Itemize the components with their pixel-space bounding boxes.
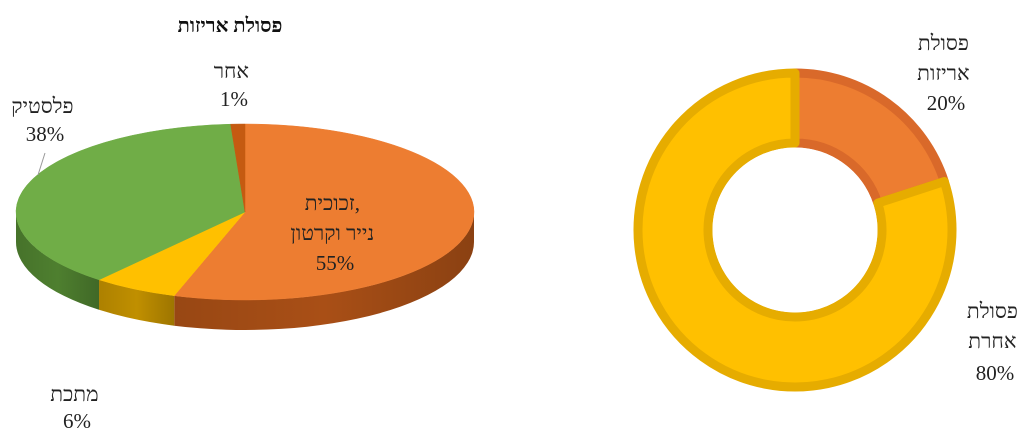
donut-hole <box>712 147 878 313</box>
pie-tops <box>15 123 475 301</box>
donut-label-packaging: פסולת אריזות 20% <box>917 31 975 115</box>
pie-sides <box>16 212 474 330</box>
slice-label-metal: מתכת 6% <box>50 382 104 433</box>
waste-share-doughnut-chart: פסולת אריזות 20% פסולת אחרת 80% <box>633 31 1023 392</box>
pie-side-shade-metal <box>99 279 175 326</box>
pie-title: פסולת אריזות <box>178 15 283 37</box>
plastic-leader-line <box>37 152 46 176</box>
pie-slice-plastic <box>15 123 246 281</box>
slice-label-plastic: פלסטיק 38% <box>11 94 78 146</box>
packaging-waste-pie-chart: פסולת אריזות זכוכית, נייר וקרטון 55% מתכ… <box>11 15 475 433</box>
doughnut-slices <box>633 68 957 392</box>
donut-slice-other <box>633 68 957 392</box>
pie-side-shade-glass-paper <box>174 212 474 330</box>
donut-label-other: פסולת אחרת 80% <box>967 299 1023 385</box>
pie-slice-glass-paper <box>173 123 475 301</box>
slice-label-glass-paper: זכוכית, נייר וקרטון 55% <box>291 191 380 275</box>
pie-side-shade-plastic <box>16 212 100 310</box>
pie-slice-other <box>230 123 246 213</box>
slice-label-other: אחר 1% <box>214 59 255 111</box>
